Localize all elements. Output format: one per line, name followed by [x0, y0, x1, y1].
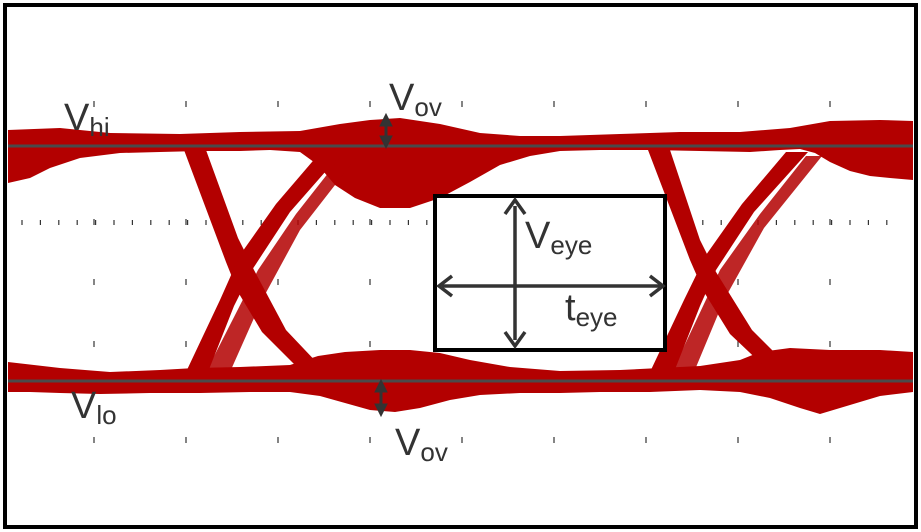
- v-ov-bottom-label: Vov: [395, 422, 448, 467]
- falling-edge-right: [648, 150, 790, 370]
- v-eye-label: Veye: [525, 215, 592, 260]
- rising-edge-right: [650, 152, 808, 372]
- outer-frame: [3, 3, 918, 529]
- v-ov-top-marker: [379, 112, 393, 150]
- rising-edge-left: [186, 155, 340, 372]
- v-ov-bottom-marker: [374, 378, 388, 418]
- t-eye-label: teye: [565, 287, 617, 332]
- v-hi-label: Vhi: [64, 97, 110, 142]
- t-eye-arrow: [436, 274, 666, 298]
- v-lo-label: Vlo: [71, 385, 117, 430]
- rising-edge-right-spread: [672, 156, 822, 372]
- v-ov-top-label: Vov: [389, 77, 442, 122]
- rising-edge-left-spread: [206, 158, 356, 372]
- v-eye-arrow: [503, 196, 527, 350]
- falling-edge-left: [184, 150, 322, 370]
- eye-opening-box: [433, 194, 667, 352]
- high-level-band: [8, 118, 913, 208]
